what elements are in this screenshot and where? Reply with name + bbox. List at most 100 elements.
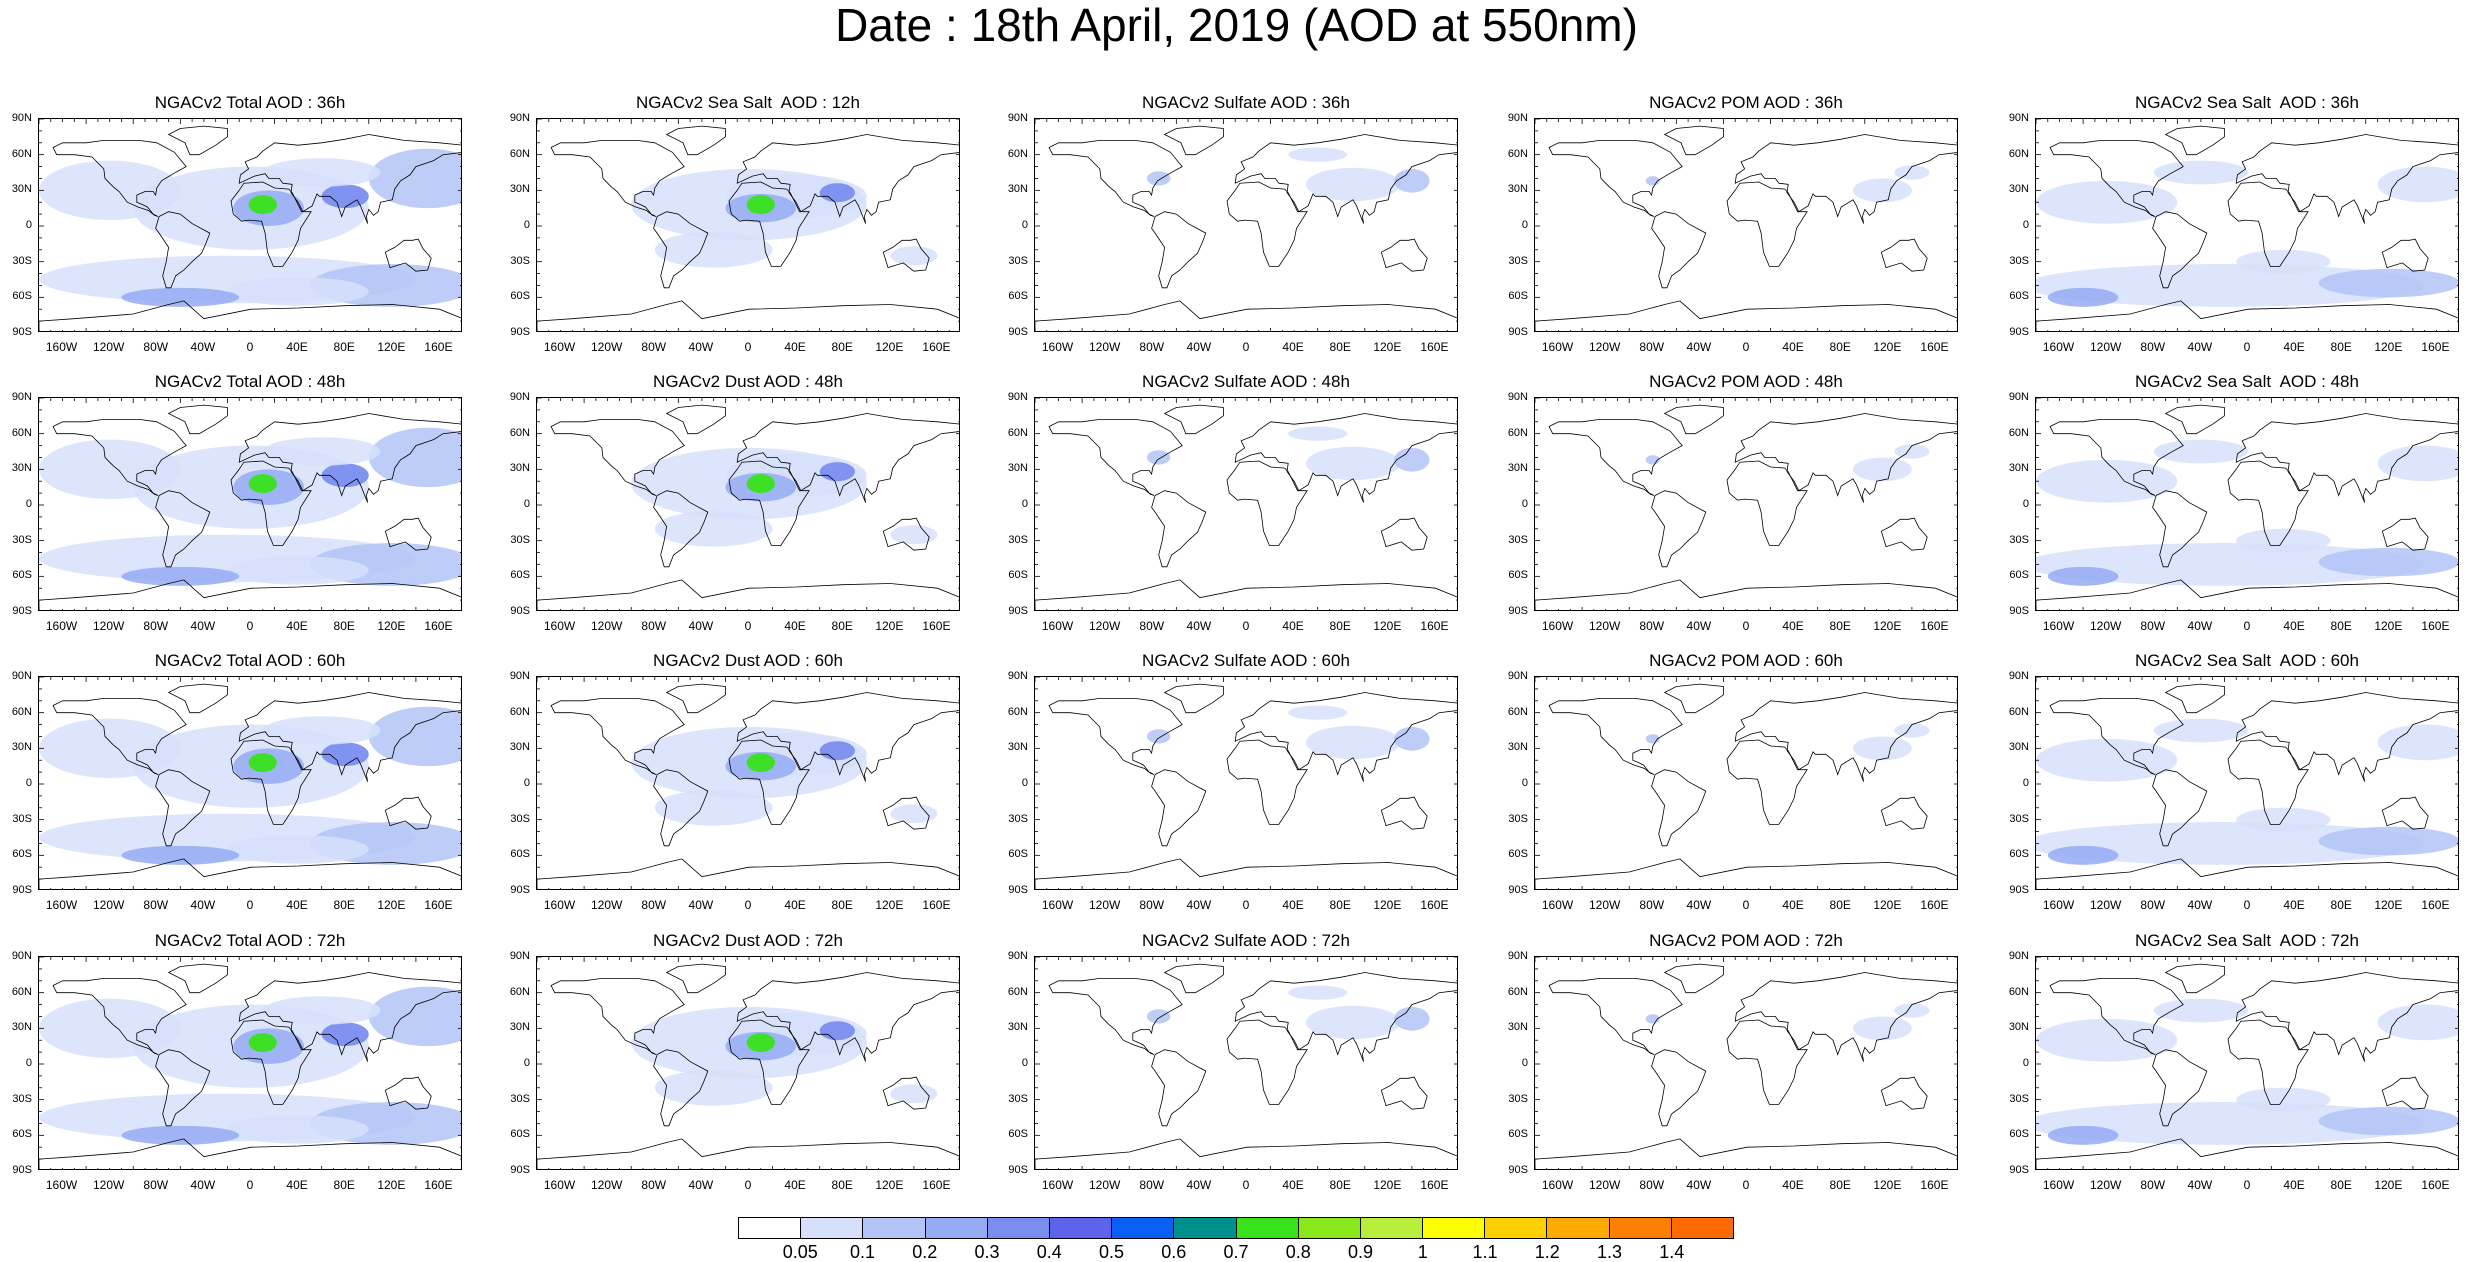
aod-field xyxy=(1146,171,1171,186)
coastline xyxy=(1226,460,1308,546)
coastline xyxy=(2036,1138,2458,1169)
lon-tick-label: 120W xyxy=(590,619,623,633)
aod-field xyxy=(227,835,369,864)
aod-field xyxy=(262,996,381,1025)
lat-tick-label: 90N xyxy=(1507,670,1528,682)
aod-map xyxy=(1535,957,1957,1169)
coastline xyxy=(230,181,312,267)
aod-field xyxy=(1305,167,1401,202)
lat-tick-label: 60N xyxy=(2008,426,2029,439)
coastline xyxy=(155,211,211,289)
lon-tick-label: 0 xyxy=(744,1178,752,1192)
coastline xyxy=(1734,692,1957,782)
aod-field xyxy=(2377,166,2458,203)
lat-tick-label: 90S xyxy=(1508,326,1528,338)
lon-tick-label: 40E xyxy=(1782,340,1804,354)
aod-field xyxy=(819,741,855,761)
lon-tick-label: 80W xyxy=(2140,1178,2166,1192)
lat-tick-label: 0 xyxy=(1521,219,1528,231)
lon-tick-label: 40E xyxy=(784,340,806,354)
lon-tick-label: 40E xyxy=(1782,619,1804,633)
lon-tick-label: 0 xyxy=(2243,619,2251,633)
lat-tick-label: 60S xyxy=(1508,848,1528,861)
aod-field xyxy=(262,158,381,187)
coastline xyxy=(238,692,461,782)
coastline xyxy=(1734,972,1957,1062)
coastline xyxy=(384,517,432,551)
coastline xyxy=(1651,769,1707,847)
aod-map xyxy=(39,398,461,610)
map-frame xyxy=(2035,676,2459,890)
lat-tick-label: 0 xyxy=(25,777,32,789)
lon-tick-label: 0 xyxy=(2243,898,2251,912)
lon-tick-label: 80W xyxy=(1139,898,1165,912)
lon-tick-label: 80E xyxy=(831,1178,853,1192)
lon-tick-label: 80W xyxy=(143,340,169,354)
map-frame xyxy=(536,676,960,890)
aod-field xyxy=(654,789,773,826)
coastline xyxy=(155,490,211,568)
colorbar-label: 0.2 xyxy=(912,1242,938,1262)
coastline xyxy=(665,683,726,714)
lat-tick-label: 60N xyxy=(11,147,32,160)
lat-tick-label: 60N xyxy=(509,985,530,998)
coastline xyxy=(653,211,709,289)
lon-tick-label: 80W xyxy=(2140,619,2166,633)
coastline xyxy=(1048,418,1183,496)
lon-tick-label: 160E xyxy=(1420,1178,1449,1192)
aod-field xyxy=(2318,547,2458,577)
coastline xyxy=(1048,697,1183,775)
coastline xyxy=(1163,125,1224,156)
coastline xyxy=(537,858,959,889)
coastline xyxy=(1151,1049,1207,1127)
colorbar-label: 0.6 xyxy=(1161,1242,1187,1262)
coastline xyxy=(52,139,187,217)
coastline xyxy=(1234,413,1457,503)
lat-tick-label: 90N xyxy=(1007,391,1028,403)
lat-tick-label: 30S xyxy=(2009,1092,2029,1105)
lon-tick-label: 80W xyxy=(1639,898,1665,912)
lon-tick-label: 80E xyxy=(1329,898,1351,912)
aod-field xyxy=(2153,718,2248,743)
lat-tick-label: 30N xyxy=(1507,462,1528,475)
colorbar-label: 0.8 xyxy=(1285,1242,1311,1262)
lat-tick-label: 90S xyxy=(1008,884,1028,896)
lat-tick-label: 60S xyxy=(1508,1128,1528,1141)
coastline xyxy=(882,1076,930,1110)
coastline xyxy=(736,134,959,224)
coastline xyxy=(1226,1019,1308,1105)
aod-field xyxy=(819,183,855,203)
lon-tick-label: 120W xyxy=(2089,619,2122,633)
lat-tick-label: 60S xyxy=(1008,569,1028,582)
lat-tick-label: 0 xyxy=(1521,498,1528,510)
map-panel: NGACv2 Sulfate AOD : 36h 90N 60N 30N 0 30S 60S… xyxy=(996,94,1496,368)
map-frame xyxy=(1534,956,1958,1170)
coastline xyxy=(1548,697,1683,775)
lon-tick-label: 160E xyxy=(922,1178,951,1192)
map-panel: NGACv2 Sea Salt AOD : 60h 90N 60N 30N 0 30S 60… xyxy=(1997,652,2473,926)
aod-map xyxy=(39,119,461,331)
lon-tick-label: 80E xyxy=(831,340,853,354)
lon-tick-label: 160E xyxy=(1420,340,1449,354)
lat-tick-label: 60S xyxy=(510,848,530,861)
lat-tick-label: 60N xyxy=(2008,147,2029,160)
aod-field xyxy=(2036,543,2425,586)
aod-field xyxy=(890,804,938,824)
lat-tick-label: 0 xyxy=(523,219,530,231)
lat-tick-label: 90N xyxy=(11,950,32,962)
colorbar-swatch xyxy=(1049,1218,1113,1238)
lon-tick-label: 80W xyxy=(143,619,169,633)
coastline xyxy=(2164,125,2225,156)
coastline xyxy=(1151,490,1207,568)
map-panel: NGACv2 Dust AOD : 72h 90N 60N 30N 0 30S 60S 90S… xyxy=(498,932,998,1206)
lat-tick-label: 60S xyxy=(510,290,530,303)
lon-tick-label: 40W xyxy=(1186,898,1212,912)
colorbar-swatch xyxy=(1360,1218,1424,1238)
lon-tick-label: 40W xyxy=(688,340,714,354)
lon-tick-label: 120W xyxy=(590,340,623,354)
aod-map xyxy=(537,119,959,331)
map-frame xyxy=(38,676,462,890)
lon-tick-label: 160E xyxy=(1920,340,1949,354)
lat-tick-label: 60S xyxy=(1008,848,1028,861)
coastline xyxy=(2036,858,2458,889)
